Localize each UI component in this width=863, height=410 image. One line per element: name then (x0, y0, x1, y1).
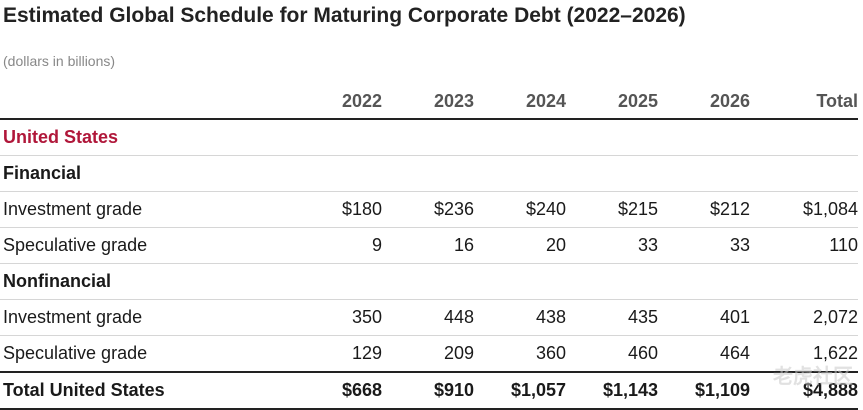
value-cell (658, 119, 750, 156)
maturing-debt-table: 2022 2023 2024 2025 2026 Total United St… (0, 84, 858, 410)
value-cell: $1,057 (474, 371, 566, 410)
value-cell: 438 (474, 299, 566, 336)
header-label-cell (0, 84, 290, 120)
header-2025: 2025 (566, 84, 658, 120)
table-row: Investment grade $180 $236 $240 $215 $212 $1,0… (0, 191, 858, 228)
total-cell: $1,084 (750, 191, 858, 228)
row-label: Speculative grade (0, 335, 290, 373)
value-cell: 9 (290, 227, 382, 264)
row-label: Total United States (0, 371, 290, 410)
table-title: Estimated Global Schedule for Maturing C… (3, 4, 686, 27)
value-cell (290, 263, 382, 300)
value-cell (382, 263, 474, 300)
total-cell: 110 (750, 227, 858, 264)
row-label: United States (0, 119, 290, 156)
units-note: (dollars in billions) (3, 53, 116, 69)
value-cell: 16 (382, 227, 474, 264)
value-cell (566, 263, 658, 300)
table-row: Speculative grade 9 16 20 33 33 110 (0, 227, 858, 264)
value-cell: 448 (382, 299, 474, 336)
value-cell (658, 155, 750, 192)
value-cell: 33 (566, 227, 658, 264)
value-cell (474, 119, 566, 156)
row-label: Investment grade (0, 299, 290, 336)
header-2026: 2026 (658, 84, 750, 120)
value-cell: $212 (658, 191, 750, 228)
group-row: Financial (0, 155, 858, 192)
value-cell: 464 (658, 335, 750, 373)
row-label: Financial (0, 155, 290, 192)
value-cell: 33 (658, 227, 750, 264)
value-cell (474, 263, 566, 300)
value-cell: $215 (566, 191, 658, 228)
group-row: Nonfinancial (0, 263, 858, 300)
value-cell: $1,143 (566, 371, 658, 410)
header-2023: 2023 (382, 84, 474, 120)
total-cell: $4,888 (750, 371, 858, 410)
value-cell: $910 (382, 371, 474, 410)
table-row: Investment grade 350 448 438 435 401 2,072 (0, 299, 858, 336)
header-row: 2022 2023 2024 2025 2026 Total (0, 84, 858, 120)
value-cell: 20 (474, 227, 566, 264)
total-cell (750, 155, 858, 192)
value-cell: $1,109 (658, 371, 750, 410)
value-cell: 401 (658, 299, 750, 336)
header-2024: 2024 (474, 84, 566, 120)
row-label: Speculative grade (0, 227, 290, 264)
row-label: Investment grade (0, 191, 290, 228)
value-cell: $668 (290, 371, 382, 410)
value-cell (290, 119, 382, 156)
value-cell: 129 (290, 335, 382, 373)
value-cell: 460 (566, 335, 658, 373)
row-label: Nonfinancial (0, 263, 290, 300)
value-cell (566, 155, 658, 192)
table-row: Speculative grade 129 209 360 460 464 1,622 (0, 335, 858, 373)
value-cell (566, 119, 658, 156)
value-cell: 360 (474, 335, 566, 373)
value-cell: $236 (382, 191, 474, 228)
value-cell (290, 155, 382, 192)
total-cell: 1,622 (750, 335, 858, 373)
value-cell (658, 263, 750, 300)
total-cell: 2,072 (750, 299, 858, 336)
value-cell: $240 (474, 191, 566, 228)
total-row: Total United States $668 $910 $1,057 $1,143 $… (0, 371, 858, 410)
value-cell: 209 (382, 335, 474, 373)
value-cell (474, 155, 566, 192)
value-cell (382, 119, 474, 156)
region-row: United States (0, 119, 858, 156)
header-total: Total (750, 84, 858, 120)
value-cell: 350 (290, 299, 382, 336)
total-cell (750, 263, 858, 300)
value-cell (382, 155, 474, 192)
value-cell: $180 (290, 191, 382, 228)
header-2022: 2022 (290, 84, 382, 120)
total-cell (750, 119, 858, 156)
value-cell: 435 (566, 299, 658, 336)
